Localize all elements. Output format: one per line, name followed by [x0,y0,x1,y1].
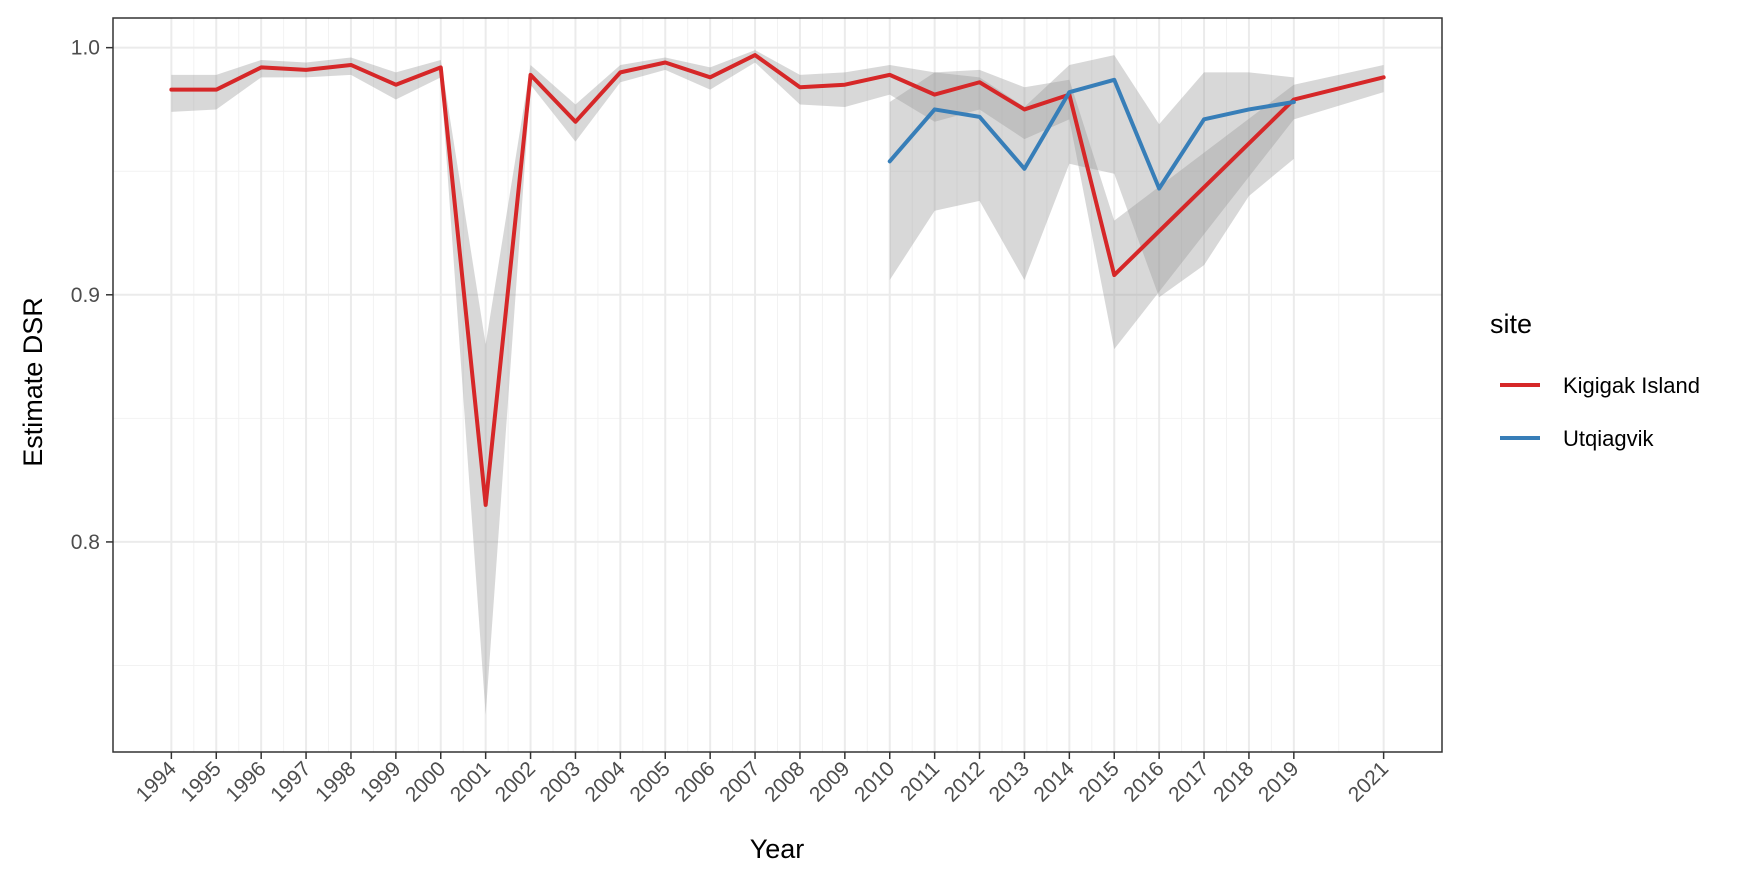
y-axis-title: Estimate DSR [18,297,48,467]
panel-border [112,17,1443,753]
y-axis-tick-labels: 0.8 0.9 1.0 [71,37,100,554]
axis-ticks [106,46,1385,759]
ribbon-kigigak-island [171,50,1384,715]
line-kigigak-island [169,53,1386,507]
confidence-ribbons [171,50,1384,715]
legend-label-utqiagvik: Utqiagvik [1563,426,1654,451]
line-utqiagvik [887,77,1296,191]
y-tick-label: 0.8 [71,531,100,554]
y-tick-label: 1.0 [71,37,100,60]
series-lines [169,53,1386,507]
legend: site Kigigak Island Utqiagvik [1490,309,1700,451]
legend-title: site [1490,309,1532,339]
major-gridlines [113,18,1442,752]
y-tick-label: 0.9 [71,284,100,307]
ribbon-utqiagvik [889,55,1294,298]
x-axis-title: Year [750,834,805,864]
legend-label-kigigak-island: Kigigak Island [1563,373,1700,398]
